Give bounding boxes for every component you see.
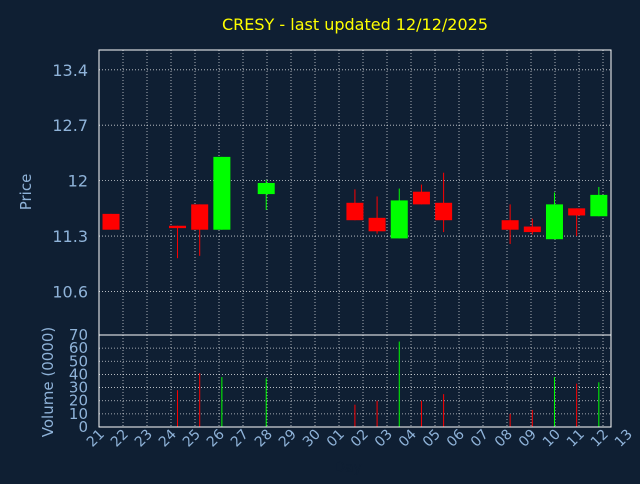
- x-tick-label: 24: [156, 426, 180, 450]
- volume-tick-label: 10: [69, 405, 88, 423]
- candle-body: [368, 217, 386, 232]
- x-tick-label: 07: [468, 427, 492, 451]
- x-tick-label: 04: [396, 426, 420, 450]
- x-tick-label: 13: [612, 427, 636, 451]
- x-tick-label: 23: [132, 427, 156, 451]
- x-tick-label: 11: [564, 427, 588, 451]
- x-tick-label: 01: [324, 427, 348, 451]
- candle-body: [412, 191, 430, 205]
- x-tick-label: 29: [276, 427, 300, 451]
- volume-tick-label: 70: [69, 326, 88, 344]
- x-tick-label: 06: [444, 426, 468, 450]
- price-axis-label: Price: [17, 174, 35, 211]
- candle-body: [346, 202, 364, 221]
- chart-title: CRESY - last updated 12/12/2025: [222, 15, 488, 34]
- candle-body: [545, 204, 563, 240]
- x-tick-label: 12: [588, 427, 612, 451]
- x-tick-label: 25: [180, 427, 204, 451]
- marks-layer: [102, 156, 608, 427]
- candle-body: [213, 156, 231, 230]
- x-tick-label: 22: [108, 427, 132, 451]
- price-tick-label: 13.4: [52, 61, 88, 80]
- price-tick-label: 10.6: [52, 282, 88, 301]
- volume-tick-label: 0: [78, 418, 88, 436]
- candle-body: [191, 204, 209, 230]
- candle-body: [523, 226, 541, 233]
- candle-body: [257, 183, 275, 195]
- x-tick-label: 27: [228, 427, 252, 451]
- candle-body: [435, 202, 453, 221]
- x-axis-label: Day: [334, 460, 362, 476]
- x-tick-label: 28: [252, 427, 276, 451]
- candle-body: [568, 208, 586, 216]
- grid-layer: [99, 50, 611, 427]
- volume-tick-label: 50: [69, 352, 88, 370]
- candle-body: [590, 194, 608, 217]
- x-tick-label: 05: [420, 427, 444, 451]
- axes-layer: 21 22 23 24 25 26 27 28 29 30 01 02 03 04 05 06 07 08 09 10…: [52, 49, 636, 451]
- volume-tick-label: 40: [69, 365, 88, 383]
- volume-tick-label: 20: [69, 392, 88, 410]
- price-tick-label: 12: [68, 172, 88, 191]
- volume-tick-label: 30: [69, 379, 88, 397]
- x-tick-label: 10: [540, 427, 564, 451]
- price-tick-label: 11.3: [52, 227, 88, 246]
- candle-body: [390, 200, 408, 239]
- x-tick-label: 08: [492, 427, 516, 451]
- x-tick-label: 26: [204, 426, 228, 450]
- x-tick-label: 03: [372, 427, 396, 451]
- volume-panel-frame: [98, 334, 612, 428]
- volume-axis-label: Volume (0000): [39, 327, 57, 437]
- x-tick-label: 09: [516, 427, 540, 451]
- x-tick-label: 02: [348, 427, 372, 451]
- candle-body: [102, 213, 120, 230]
- candle-body: [501, 220, 519, 230]
- volume-tick-label: 60: [69, 339, 88, 357]
- price-tick-label: 12.7: [52, 116, 88, 135]
- candle-body: [169, 225, 187, 229]
- x-tick-label: 30: [300, 427, 324, 451]
